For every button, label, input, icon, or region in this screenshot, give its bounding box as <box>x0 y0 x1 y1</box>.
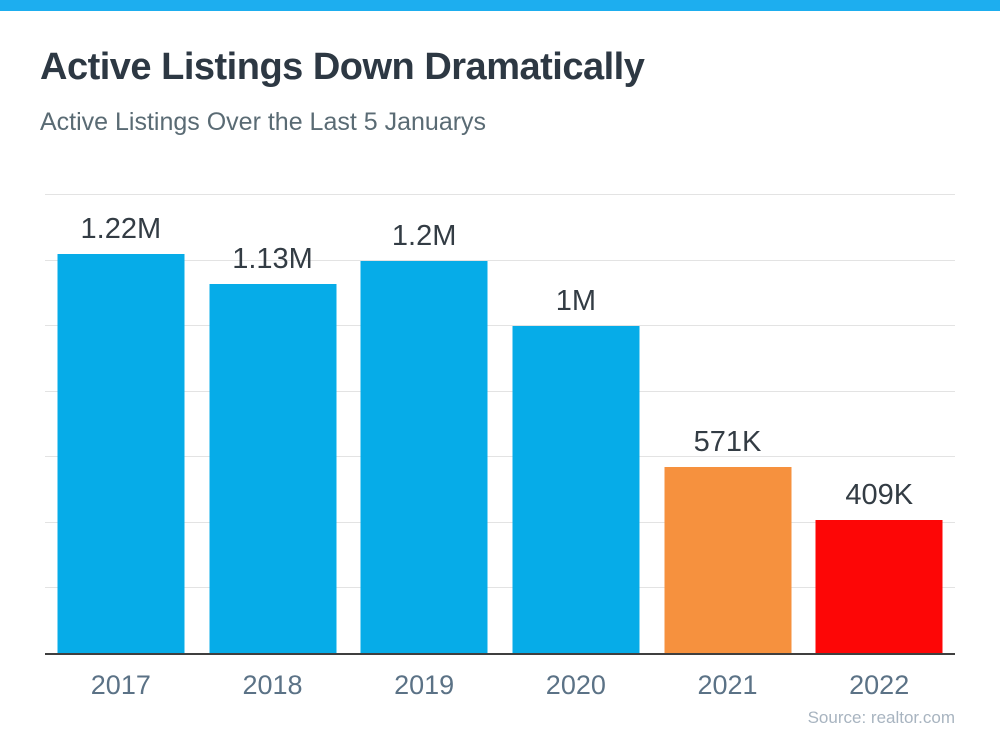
bar-slot: 1.13M 2018 <box>197 195 349 700</box>
bar-value-label: 1.13M <box>232 242 313 275</box>
gridline <box>45 456 955 458</box>
bar-2019 <box>360 260 488 654</box>
bar-value-label: 1.2M <box>391 219 457 252</box>
x-tick-label: 2020 <box>545 670 606 700</box>
bar-value-label: 1M <box>555 285 596 318</box>
x-axis-baseline <box>45 653 955 655</box>
bar-slot: 571K 2021 <box>652 195 804 700</box>
gridline <box>45 587 955 589</box>
bar-value-label: 1.22M <box>80 213 162 246</box>
x-tick-label: 2021 <box>697 670 758 700</box>
bar-2021 <box>664 466 792 654</box>
bar-2022 <box>815 519 943 654</box>
x-tick-label: 2019 <box>394 670 455 700</box>
gridline <box>45 259 955 261</box>
bar-chart-plot-area: 1.22M 2017 1.13M 2018 1.2M 2019 1M 2020 571K 2021… <box>45 194 955 700</box>
gridline <box>45 521 955 523</box>
bar-value-label: 409K <box>845 478 914 511</box>
x-tick-label: 2022 <box>849 670 910 700</box>
bar-2017 <box>57 254 185 654</box>
bar-slot: 1.2M 2019 <box>348 195 500 700</box>
chart-subtitle: Active Listings Over the Last 5 Januarys <box>40 108 487 136</box>
chart-title: Active Listings Down Dramatically <box>40 46 645 88</box>
bar-slot: 1M 2020 <box>500 195 652 700</box>
bar-2018 <box>209 283 336 654</box>
gridline <box>45 390 955 392</box>
x-tick-label: 2017 <box>90 670 151 700</box>
bar-2020 <box>512 326 640 654</box>
bar-value-label: 571K <box>693 425 762 458</box>
source-credit: Source: realtor.com <box>807 708 955 727</box>
gridline <box>45 194 955 195</box>
top-accent-stripe <box>0 0 1000 11</box>
gridline <box>45 325 955 327</box>
bar-slot: 1.22M 2017 <box>45 195 197 700</box>
bar-slots-container: 1.22M 2017 1.13M 2018 1.2M 2019 1M 2020 571K 2021… <box>45 195 955 700</box>
bar-slot: 409K 2022 <box>803 195 955 700</box>
x-tick-label: 2018 <box>242 670 303 700</box>
